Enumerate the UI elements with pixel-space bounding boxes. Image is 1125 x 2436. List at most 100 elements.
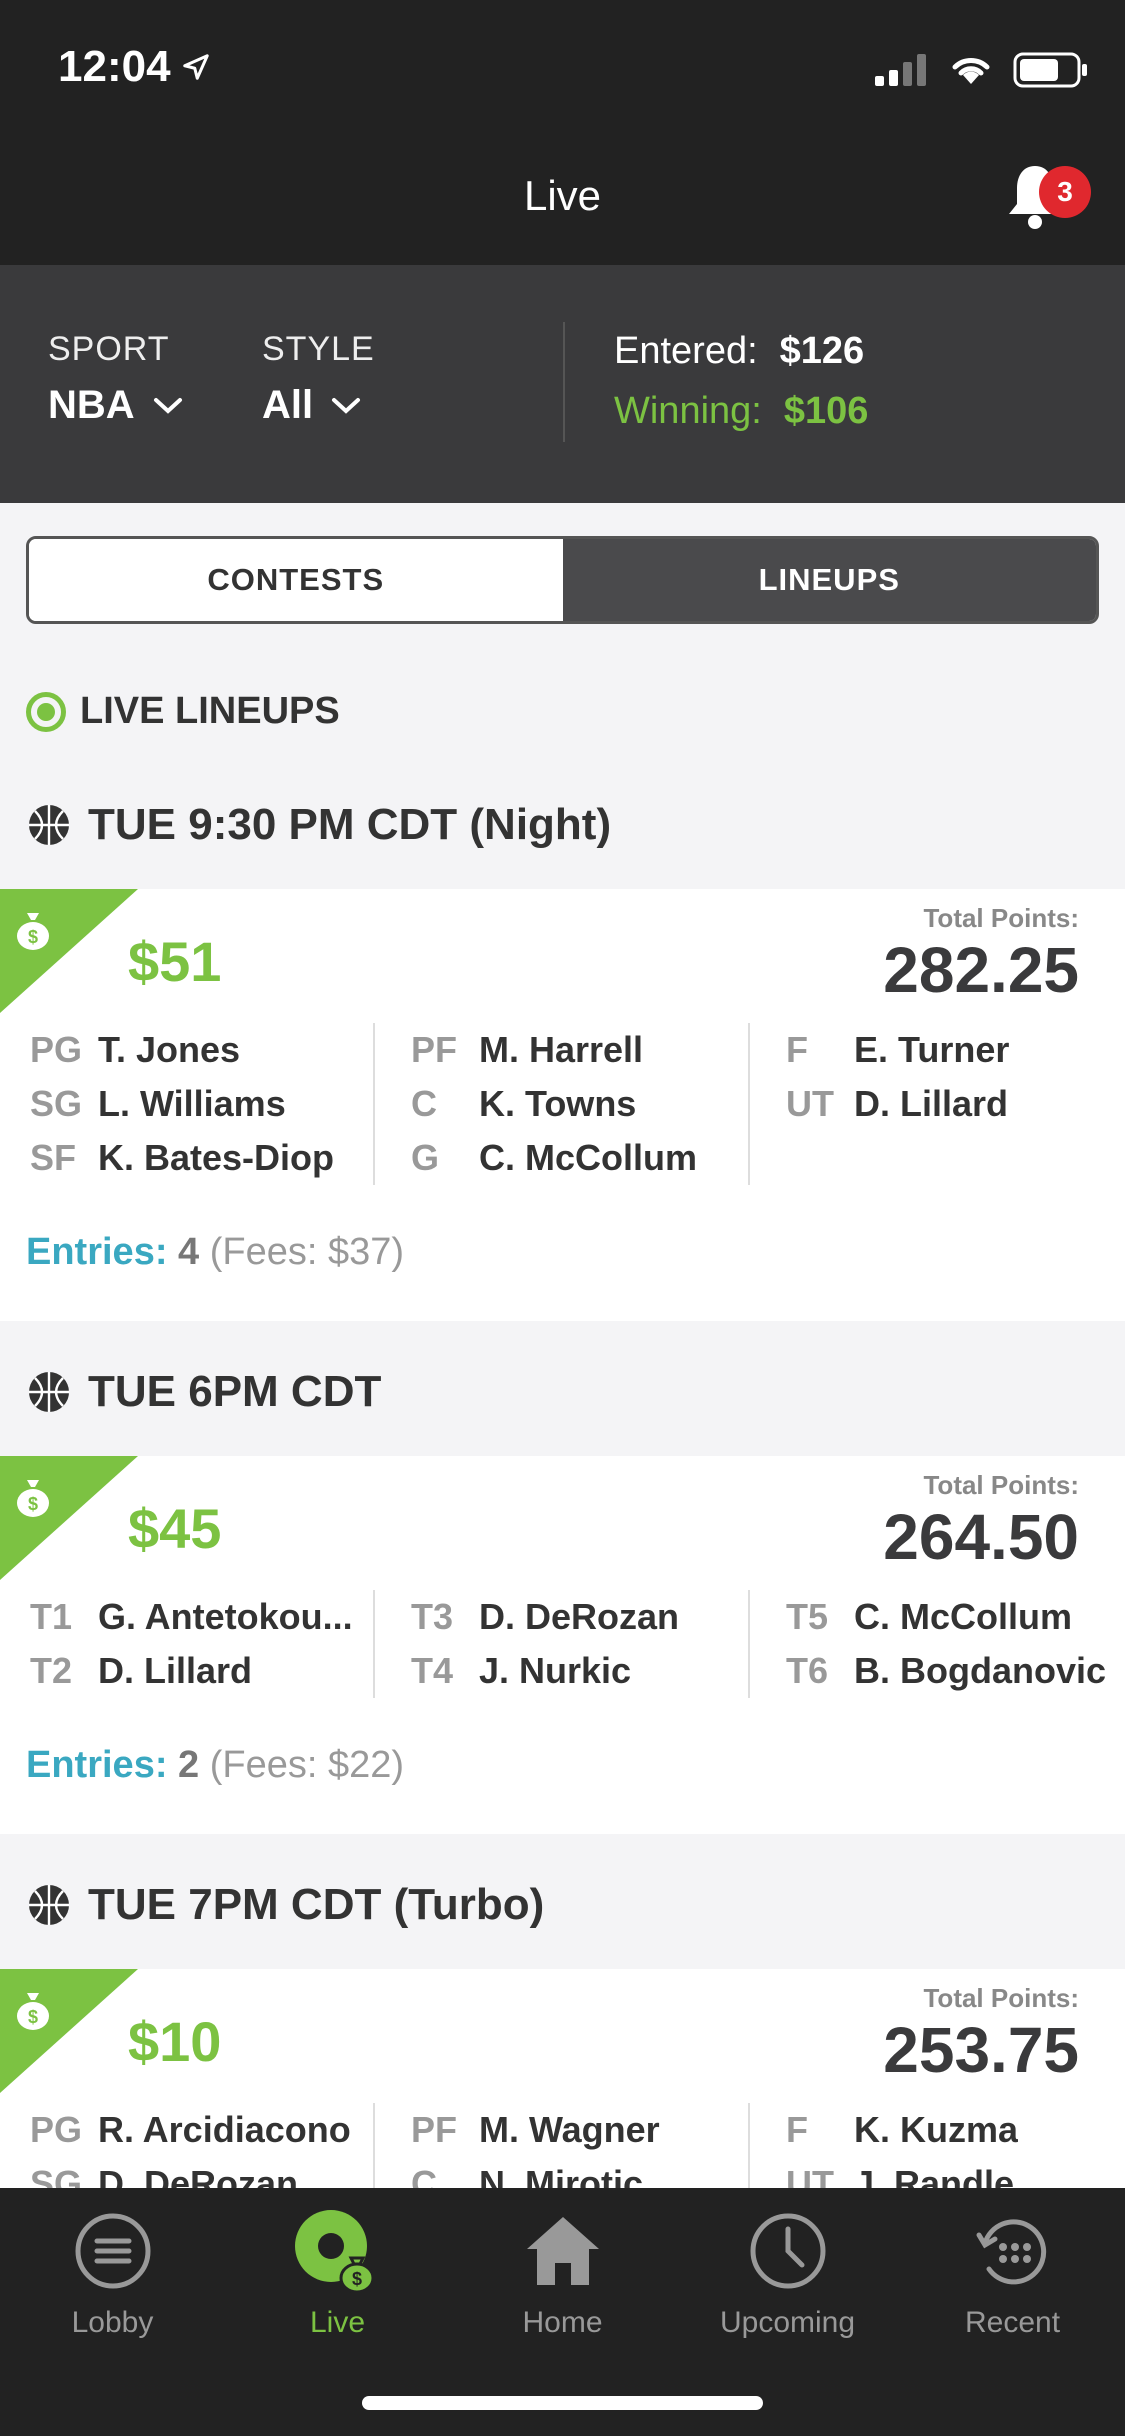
winnings-amount: $10 [128, 2010, 222, 2073]
sport-filter[interactable]: SPORT NBA [48, 330, 183, 428]
player-name: D. Lillard [854, 1083, 1009, 1124]
roster-row: G C. McCollum [411, 1131, 748, 1185]
roster-row: T3 D. DeRozan [411, 1590, 748, 1644]
filter-divider [563, 322, 565, 442]
entries-label: Entries: [26, 1744, 168, 1786]
position-label: F [786, 1029, 808, 1070]
roster-row: C N. Mirotic [411, 2157, 748, 2188]
player-name: M. Harrell [479, 1029, 644, 1070]
live-money-icon: $ [294, 2210, 374, 2294]
status-time: 12:04 [58, 42, 211, 92]
basketball-icon [29, 1372, 69, 1412]
entries-summary: Entries: 4 (Fees: $37) [26, 1231, 404, 1274]
position-label: T6 [786, 1650, 829, 1691]
roster-column: F K. Kuzma UT J. Randle [750, 2103, 1125, 2188]
roster: PG T. Jones SG L. Williams SF K. Bates-Diop… [0, 1023, 1125, 1185]
entries-count: 2 [178, 1744, 200, 1786]
lineup-card[interactable]: $ $45 Total Points: 264.50 T1 G. Antetoko… [0, 1456, 1125, 1834]
player-name: C. McCollum [854, 1596, 1073, 1637]
position-label: UT [786, 2163, 834, 2188]
total-points-value: 264.50 [883, 1501, 1079, 1573]
entered-label: Entered: [614, 330, 758, 372]
sport-value: NBA [48, 383, 135, 427]
total-points-label: Total Points: [923, 1470, 1079, 1500]
position-label: G [411, 1137, 440, 1178]
filter-bar [0, 265, 1125, 503]
battery-icon [1013, 52, 1087, 88]
live-indicator-icon [26, 691, 66, 732]
time-text: 12:04 [58, 42, 171, 91]
player-name: C. McCollum [479, 1137, 698, 1178]
player-name: T. Jones [98, 1029, 241, 1070]
player-name: B. Bogdanovic [854, 1650, 1107, 1691]
group-header: TUE 6PM CDT [26, 1367, 381, 1417]
player-name: J. Nurkic [479, 1650, 632, 1691]
player-name: J. Randle [854, 2163, 1015, 2188]
roster-column: PG T. Jones SG L. Williams SF K. Bates-Diop [0, 1023, 375, 1185]
wifi-icon [952, 58, 990, 84]
roster-row: T4 J. Nurkic [411, 1644, 748, 1698]
roster: T1 G. Antetokou... T2 D. Lillard T3 D. DeRo… [0, 1590, 1125, 1698]
page-title: Live [523, 172, 602, 219]
sport-label: SPORT [48, 330, 170, 368]
group-title: TUE 6PM CDT [88, 1367, 382, 1416]
position-label: SG [30, 1083, 83, 1124]
player-name: E. Turner [854, 1029, 1010, 1070]
tab-home-label: Home [522, 2306, 603, 2339]
group-header: TUE 9:30 PM CDT (Night) [26, 800, 611, 850]
player-name: G. Antetokou... [98, 1596, 353, 1637]
lineup-card[interactable]: $ $10 Total Points: 253.75 PG R. Arcidiac… [0, 1969, 1125, 2188]
position-label: C [411, 1083, 437, 1124]
group-header: TUE 7PM CDT (Turbo) [26, 1880, 544, 1930]
position-label: PF [411, 1029, 458, 1070]
svg-text:$: $ [28, 2007, 38, 2027]
tab-recent[interactable]: Recent [900, 2206, 1125, 2340]
svg-text:$: $ [28, 927, 38, 947]
winnings-amount: $51 [128, 930, 222, 993]
roster-row: T5 C. McCollum [786, 1590, 1125, 1644]
entered-stat: Entered: $126 [614, 330, 864, 373]
money-bag-icon: $ [17, 1993, 49, 2030]
roster-row: F E. Turner [786, 1023, 1125, 1077]
roster-row: SG L. Williams [30, 1077, 373, 1131]
roster-column: T1 G. Antetokou... T2 D. Lillard [0, 1590, 375, 1698]
roster-column: PG R. Arcidiacono SG D. DeRozan [0, 2103, 375, 2188]
player-name: N. Mirotic [479, 2163, 644, 2188]
position-label: T3 [411, 1596, 454, 1637]
entries-label: Entries: [26, 1231, 168, 1273]
position-label: PF [411, 2109, 458, 2150]
tab-home[interactable]: Home [450, 2206, 675, 2340]
position-label: T4 [411, 1650, 454, 1691]
tab-contests[interactable]: CONTESTS [29, 539, 563, 621]
roster-row: PF M. Harrell [411, 1023, 748, 1077]
roster-row: PG R. Arcidiacono [30, 2103, 373, 2157]
roster-row: C K. Towns [411, 1077, 748, 1131]
lineup-card[interactable]: $ $51 Total Points: 282.25 PG T. Jones SG… [0, 889, 1125, 1321]
group-title: TUE 7PM CDT (Turbo) [88, 1880, 545, 1929]
tab-lobby[interactable]: Lobby [0, 2206, 225, 2340]
position-label: F [786, 2109, 808, 2150]
svg-text:$: $ [28, 1494, 38, 1514]
notification-badge[interactable]: 3 [1039, 166, 1091, 218]
total-points-label: Total Points: [923, 903, 1079, 933]
total-points-value: 253.75 [883, 2014, 1079, 2086]
home-indicator[interactable] [362, 2396, 763, 2410]
total-points-label: Total Points: [923, 1983, 1079, 2013]
tab-upcoming-label: Upcoming [719, 2306, 856, 2339]
top-bar [0, 0, 1125, 265]
tab-live[interactable]: $ Live [225, 2206, 450, 2340]
position-label: SG [30, 2163, 83, 2188]
live-lineups-heading: LIVE LINEUPS [26, 690, 340, 733]
total-points-value: 282.25 [883, 934, 1079, 1006]
cellular-signal-icon [875, 54, 926, 86]
tab-upcoming[interactable]: Upcoming [675, 2206, 900, 2340]
roster-row: T6 B. Bogdanovic [786, 1644, 1125, 1698]
tab-lineups[interactable]: LINEUPS [562, 539, 1096, 621]
position-label: SF [30, 1137, 77, 1178]
style-filter[interactable]: STYLE All [262, 330, 375, 428]
player-name: M. Wagner [479, 2109, 660, 2150]
tab-recent-label: Recent [964, 2306, 1061, 2339]
roster-row: UT D. Lillard [786, 1077, 1125, 1131]
home-icon [526, 2217, 599, 2285]
roster-row: T2 D. Lillard [30, 1644, 373, 1698]
